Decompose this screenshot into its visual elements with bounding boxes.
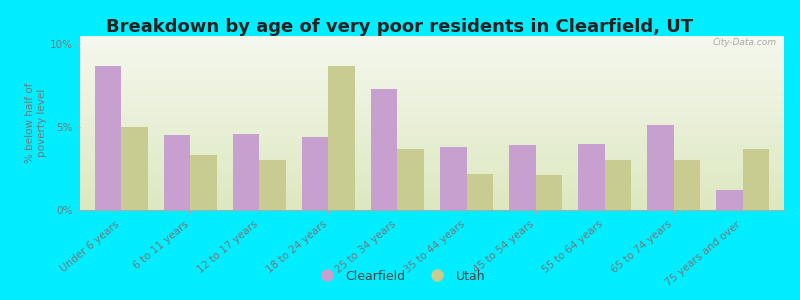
Bar <box>578 144 605 210</box>
Bar <box>234 134 259 210</box>
Bar <box>605 160 630 210</box>
Bar <box>302 137 329 210</box>
Bar <box>440 147 466 210</box>
Bar <box>259 160 286 210</box>
Bar <box>742 149 769 210</box>
Text: City-Data.com: City-Data.com <box>713 38 777 47</box>
Bar <box>329 66 354 210</box>
Text: Breakdown by age of very poor residents in Clearfield, UT: Breakdown by age of very poor residents … <box>106 18 694 36</box>
Legend: Clearfield, Utah: Clearfield, Utah <box>310 265 490 288</box>
Bar <box>674 160 700 210</box>
Bar <box>647 125 674 210</box>
Bar <box>535 175 562 210</box>
Bar <box>716 190 742 210</box>
Y-axis label: % below half of
poverty level: % below half of poverty level <box>25 83 46 163</box>
Bar <box>122 127 148 210</box>
Bar <box>95 66 122 210</box>
Bar <box>466 173 493 210</box>
Bar <box>190 155 217 210</box>
Bar <box>164 135 190 210</box>
Bar <box>398 149 424 210</box>
Bar <box>371 89 398 210</box>
Bar <box>510 146 535 210</box>
